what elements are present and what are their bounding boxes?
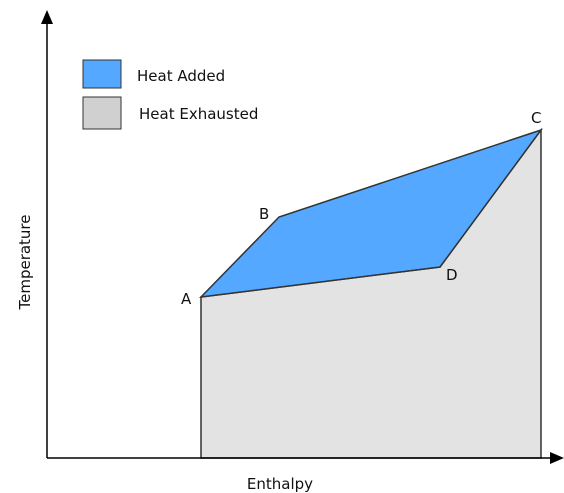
legend-swatch xyxy=(82,96,122,130)
point-label: D xyxy=(446,266,458,284)
legend-label: Heat Exhausted xyxy=(139,105,258,123)
x-axis-arrow xyxy=(550,452,564,464)
legend-swatch xyxy=(82,59,122,89)
x-axis-label: Enthalpy xyxy=(247,475,313,493)
y-axis-label: Temperature xyxy=(16,214,34,310)
point-label: B xyxy=(259,205,269,223)
point-label: C xyxy=(531,109,541,127)
y-axis-arrow xyxy=(41,10,53,24)
heat-added-region xyxy=(198,128,544,299)
point-label: A xyxy=(181,290,192,308)
legend-label: Heat Added xyxy=(137,67,225,85)
